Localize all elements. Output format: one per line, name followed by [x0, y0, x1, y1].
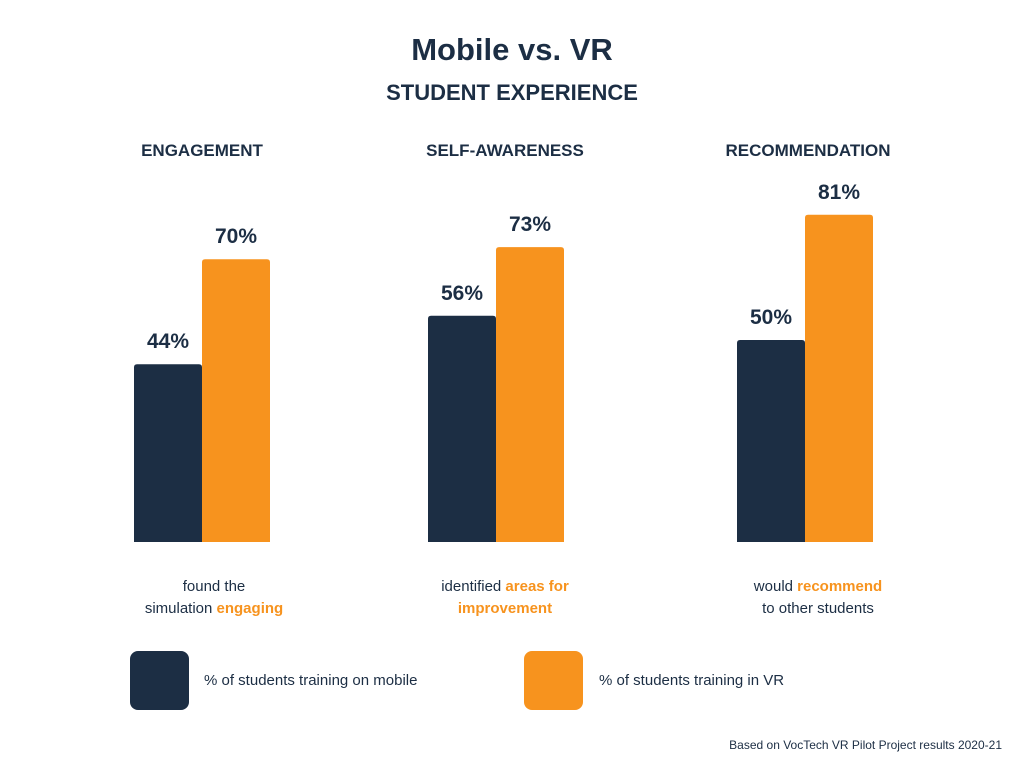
bar-engagement-vr [202, 259, 270, 542]
data-label-self-awareness-mobile: 56% [441, 282, 483, 305]
bar-self-awareness-vr [496, 247, 564, 542]
bar-engagement-mobile [134, 364, 202, 542]
source-note: Based on VocTech VR Pilot Project result… [729, 738, 1002, 752]
legend-label-vr: % of students training in VR [599, 672, 785, 689]
chart-subtitle: STUDENT EXPERIENCE [386, 80, 638, 105]
description-recommendation: would recommend to other students [753, 578, 883, 617]
description-self-awareness: identified areas for improvement [441, 578, 569, 617]
category-heading-recommendation: RECOMMENDATION [725, 141, 891, 160]
description-engagement: found the simulation engaging [144, 578, 284, 617]
bar-self-awareness-mobile [428, 315, 496, 542]
category-heading-self-awareness: SELF-AWARENESS [426, 141, 584, 160]
data-label-recommendation-mobile: 50% [750, 306, 792, 329]
data-label-recommendation-vr: 81% [818, 181, 860, 204]
legend-swatch-mobile [130, 651, 189, 710]
bar-recommendation-vr [805, 214, 873, 542]
data-label-self-awareness-vr: 73% [509, 213, 551, 236]
data-label-engagement-vr: 70% [215, 225, 257, 248]
legend-label-mobile: % of students training on mobile [204, 672, 418, 689]
data-label-engagement-mobile: 44% [147, 330, 189, 353]
legend-swatch-vr [524, 651, 583, 710]
chart-title: Mobile vs. VR [411, 32, 613, 67]
bar-recommendation-mobile [737, 340, 805, 542]
category-heading-engagement: ENGAGEMENT [141, 141, 263, 160]
